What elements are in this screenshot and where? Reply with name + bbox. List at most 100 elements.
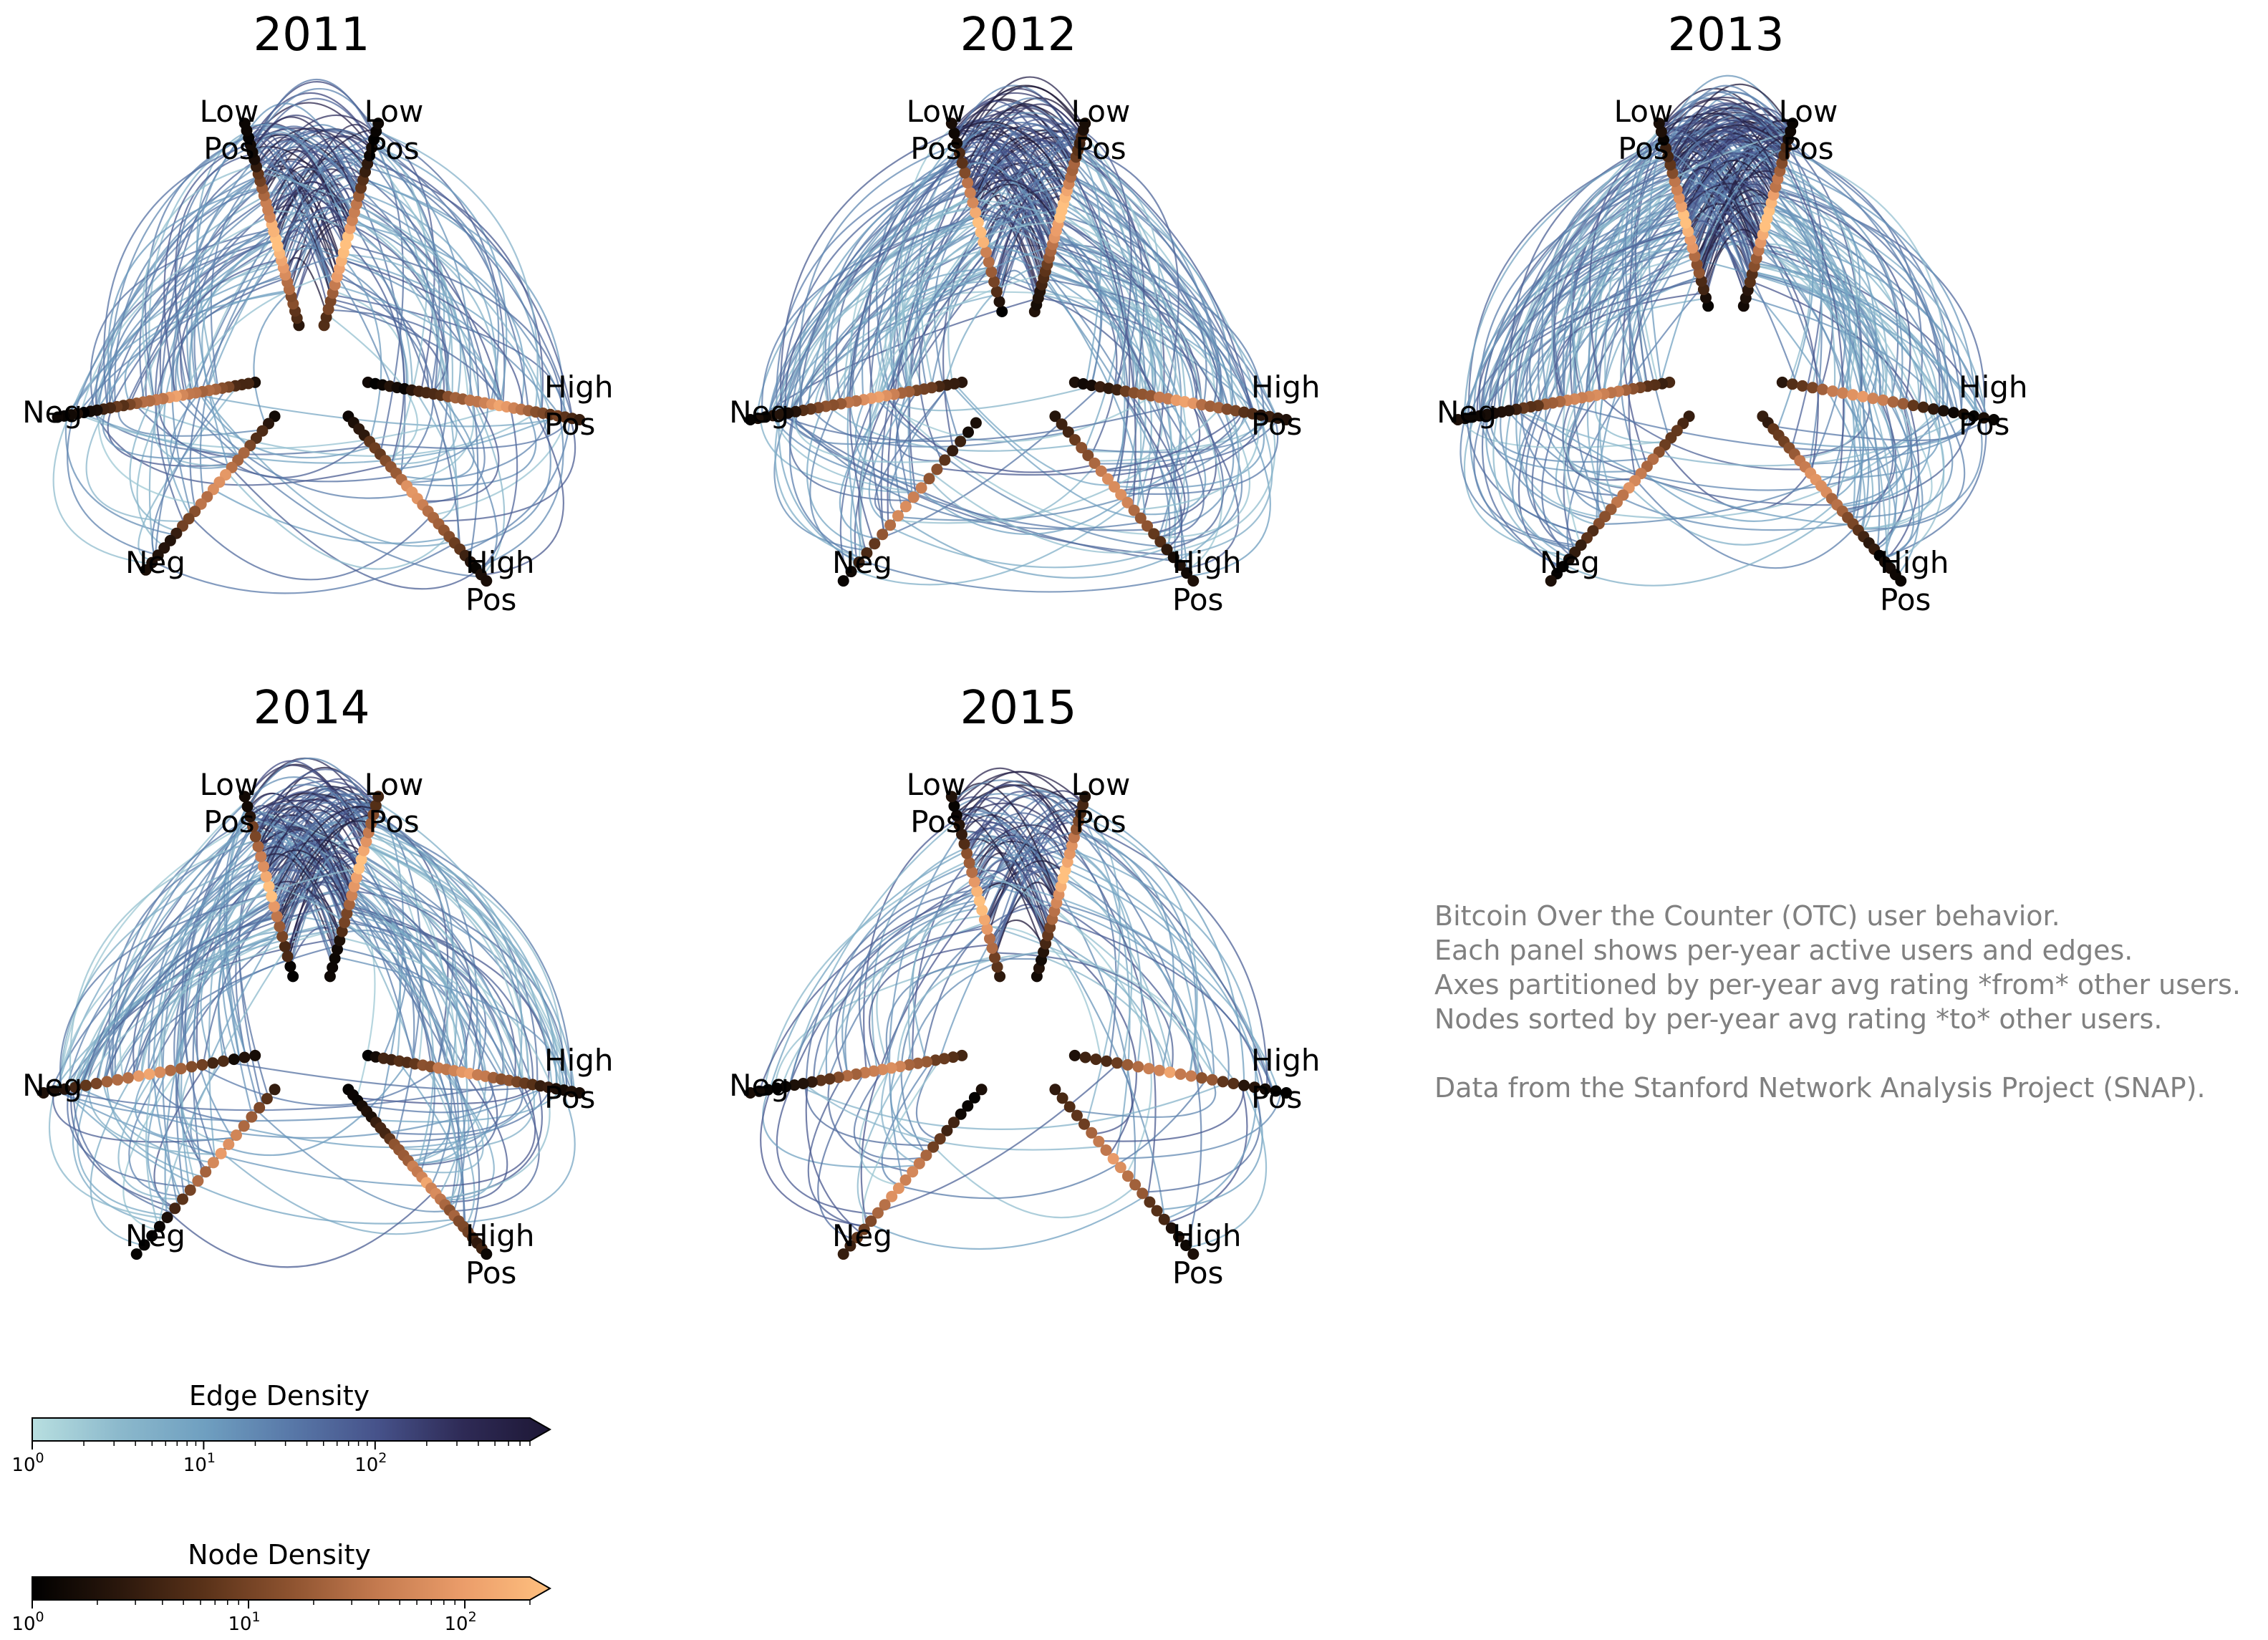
hive-edge xyxy=(102,407,243,460)
hive-edge xyxy=(281,852,360,937)
hive-edge xyxy=(110,193,360,409)
hive-edge xyxy=(1831,393,1864,501)
hive-node xyxy=(788,1079,801,1091)
hive-edge xyxy=(1082,129,1154,397)
hive-edge xyxy=(255,127,367,170)
hive-node xyxy=(336,925,348,937)
hive-edge xyxy=(957,138,1066,197)
hive-node xyxy=(1206,1074,1218,1086)
hive-node xyxy=(1847,389,1859,401)
node-group xyxy=(52,117,586,587)
hive-edge xyxy=(264,793,375,874)
node-group xyxy=(1452,117,2000,587)
hive-edge xyxy=(1778,172,1851,395)
hive-edge xyxy=(1482,414,1563,569)
hive-edge xyxy=(889,384,950,516)
colorbar-title: Edge Density xyxy=(189,1380,370,1412)
hive-node xyxy=(1270,1085,1282,1097)
annotation-line: Each panel shows per-year active users a… xyxy=(1434,935,2133,966)
hive-edge xyxy=(954,382,1114,486)
hive-node xyxy=(1196,1072,1208,1084)
hive-node xyxy=(886,1190,898,1202)
hive-edge xyxy=(985,924,1237,1085)
hive-node xyxy=(1545,575,1557,587)
hive-node xyxy=(948,127,960,140)
hive-edge xyxy=(1074,831,1215,1081)
hive-node xyxy=(1807,382,1818,394)
hive-node xyxy=(260,870,272,882)
hive-node xyxy=(956,157,968,169)
hive-node xyxy=(1180,1240,1192,1251)
hive-edge xyxy=(1062,203,1121,452)
hive-node xyxy=(1978,412,1990,424)
hive-node xyxy=(207,1157,219,1169)
hive-panel: 2012 Low Pos Low Pos High Pos High Pos Neg Neg xyxy=(729,9,1320,617)
hive-edge xyxy=(253,146,334,294)
edge-group xyxy=(758,767,1282,1250)
hive-edge xyxy=(880,197,973,534)
hive-node xyxy=(1158,1213,1170,1225)
hive-node xyxy=(1248,1081,1260,1094)
hive-edge xyxy=(1755,261,1938,410)
hive-edge xyxy=(347,906,534,1086)
hive-node xyxy=(939,454,951,466)
hive-edge xyxy=(983,176,1071,247)
hive-edge xyxy=(973,123,1074,208)
hive-edge xyxy=(995,245,1038,304)
hive-node xyxy=(122,1072,134,1084)
hive-edge xyxy=(776,207,1063,416)
hive-node xyxy=(1817,383,1829,395)
hive-edge xyxy=(1054,233,1102,387)
hive-node xyxy=(244,811,256,823)
hive-edge xyxy=(70,1087,177,1208)
hive-edge xyxy=(1498,138,1664,413)
hive-node xyxy=(1927,403,1939,415)
hive-node xyxy=(950,809,962,821)
hive-edge xyxy=(1518,407,1606,518)
hive-node xyxy=(1068,1049,1081,1061)
hive-edge xyxy=(1859,416,1983,534)
hive-edge xyxy=(1520,407,1615,507)
hive-edge xyxy=(1666,151,1750,286)
hive-edge xyxy=(880,219,979,397)
hive-edge xyxy=(475,415,564,569)
hive-node xyxy=(1145,390,1157,402)
hive-edge xyxy=(73,867,360,1089)
axis-label: Neg xyxy=(729,1068,789,1103)
hive-node xyxy=(161,1212,173,1223)
hive-edge xyxy=(364,844,576,1093)
hive-edge xyxy=(248,92,374,145)
hive-node xyxy=(217,1055,229,1067)
hive-edge xyxy=(217,895,273,1062)
hive-node xyxy=(941,1124,953,1137)
hive-edge xyxy=(193,912,277,1140)
hive-node xyxy=(90,1078,102,1089)
hive-edge xyxy=(1661,90,1792,135)
hive-node xyxy=(1154,391,1165,403)
hive-edge xyxy=(1075,156,1262,416)
hive-edge xyxy=(1133,413,1260,511)
hive-node xyxy=(962,426,974,438)
hive-node xyxy=(948,1116,960,1129)
hive-node xyxy=(169,1202,181,1215)
hive-edge xyxy=(1492,412,1568,563)
hive-edge xyxy=(354,881,559,1090)
hive-edge xyxy=(254,163,506,407)
axis-label: Neg xyxy=(125,545,185,580)
hive-edge xyxy=(907,878,975,1066)
hive-node xyxy=(1958,408,1969,420)
hive-node xyxy=(1247,407,1258,420)
hive-edge xyxy=(87,1084,221,1156)
hive-edge xyxy=(372,142,453,398)
hive-node xyxy=(1787,117,1799,130)
hive-node xyxy=(815,1074,827,1086)
panel-title: 2012 xyxy=(960,9,1077,62)
hive-edge xyxy=(1628,225,1688,481)
hive-edge xyxy=(364,844,523,1084)
hive-node xyxy=(1174,559,1186,571)
hive-node xyxy=(976,904,988,916)
hive-node xyxy=(744,414,756,425)
hive-edge xyxy=(961,814,1058,904)
hive-edge xyxy=(893,407,1222,524)
hive-edge xyxy=(327,309,449,395)
